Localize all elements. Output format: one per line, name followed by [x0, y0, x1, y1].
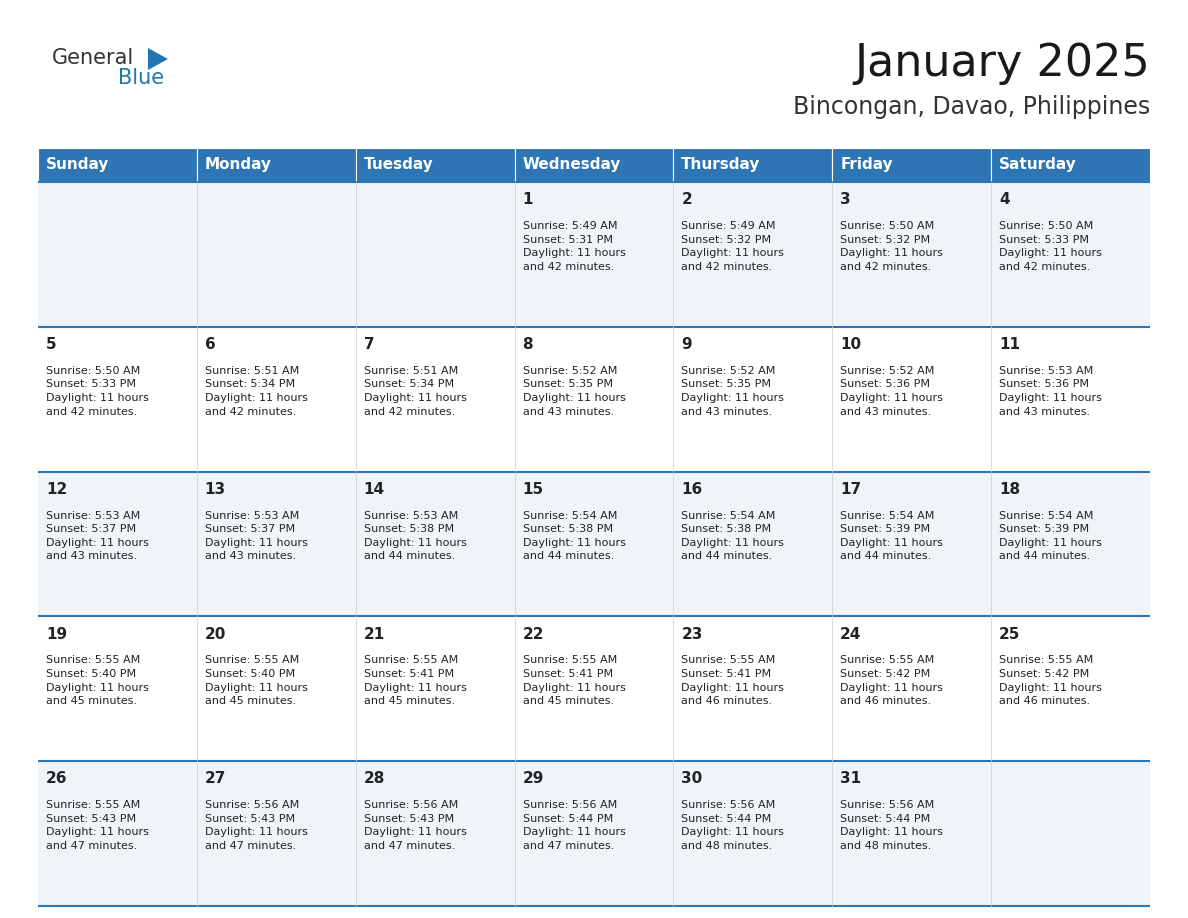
Text: Sunrise: 5:55 AM
Sunset: 5:41 PM
Daylight: 11 hours
and 45 minutes.: Sunrise: 5:55 AM Sunset: 5:41 PM Dayligh… — [364, 655, 467, 706]
Text: 3: 3 — [840, 192, 851, 207]
Text: Sunrise: 5:50 AM
Sunset: 5:33 PM
Daylight: 11 hours
and 42 minutes.: Sunrise: 5:50 AM Sunset: 5:33 PM Dayligh… — [46, 366, 148, 417]
Text: Sunrise: 5:53 AM
Sunset: 5:36 PM
Daylight: 11 hours
and 43 minutes.: Sunrise: 5:53 AM Sunset: 5:36 PM Dayligh… — [999, 366, 1102, 417]
Text: Sunrise: 5:52 AM
Sunset: 5:35 PM
Daylight: 11 hours
and 43 minutes.: Sunrise: 5:52 AM Sunset: 5:35 PM Dayligh… — [682, 366, 784, 417]
Text: 29: 29 — [523, 771, 544, 787]
Text: Sunrise: 5:52 AM
Sunset: 5:35 PM
Daylight: 11 hours
and 43 minutes.: Sunrise: 5:52 AM Sunset: 5:35 PM Dayligh… — [523, 366, 625, 417]
Bar — [674, 148, 833, 182]
Text: 21: 21 — [364, 627, 385, 642]
Text: 12: 12 — [46, 482, 68, 497]
Text: Sunrise: 5:50 AM
Sunset: 5:32 PM
Daylight: 11 hours
and 42 minutes.: Sunrise: 5:50 AM Sunset: 5:32 PM Dayligh… — [840, 221, 943, 272]
Text: Sunrise: 5:49 AM
Sunset: 5:32 PM
Daylight: 11 hours
and 42 minutes.: Sunrise: 5:49 AM Sunset: 5:32 PM Dayligh… — [682, 221, 784, 272]
Text: 6: 6 — [204, 337, 215, 352]
Bar — [197, 148, 355, 182]
Text: Sunrise: 5:55 AM
Sunset: 5:42 PM
Daylight: 11 hours
and 46 minutes.: Sunrise: 5:55 AM Sunset: 5:42 PM Dayligh… — [840, 655, 943, 706]
Text: Sunrise: 5:50 AM
Sunset: 5:33 PM
Daylight: 11 hours
and 42 minutes.: Sunrise: 5:50 AM Sunset: 5:33 PM Dayligh… — [999, 221, 1102, 272]
Text: Sunrise: 5:55 AM
Sunset: 5:40 PM
Daylight: 11 hours
and 45 minutes.: Sunrise: 5:55 AM Sunset: 5:40 PM Dayligh… — [46, 655, 148, 706]
Text: Friday: Friday — [840, 158, 893, 173]
Text: 16: 16 — [682, 482, 702, 497]
Bar — [38, 616, 1150, 761]
Text: Wednesday: Wednesday — [523, 158, 621, 173]
Text: 24: 24 — [840, 627, 861, 642]
Text: Sunrise: 5:55 AM
Sunset: 5:41 PM
Daylight: 11 hours
and 46 minutes.: Sunrise: 5:55 AM Sunset: 5:41 PM Dayligh… — [682, 655, 784, 706]
Text: 27: 27 — [204, 771, 226, 787]
Text: Sunrise: 5:49 AM
Sunset: 5:31 PM
Daylight: 11 hours
and 42 minutes.: Sunrise: 5:49 AM Sunset: 5:31 PM Dayligh… — [523, 221, 625, 272]
Text: 4: 4 — [999, 192, 1010, 207]
Text: 25: 25 — [999, 627, 1020, 642]
Text: 2: 2 — [682, 192, 693, 207]
Bar — [38, 182, 1150, 327]
Bar — [38, 472, 1150, 616]
Text: Blue: Blue — [118, 68, 164, 88]
Text: 22: 22 — [523, 627, 544, 642]
Text: 30: 30 — [682, 771, 702, 787]
Text: 15: 15 — [523, 482, 544, 497]
Text: January 2025: January 2025 — [854, 42, 1150, 85]
Text: Sunrise: 5:53 AM
Sunset: 5:38 PM
Daylight: 11 hours
and 44 minutes.: Sunrise: 5:53 AM Sunset: 5:38 PM Dayligh… — [364, 510, 467, 562]
Text: 14: 14 — [364, 482, 385, 497]
Text: Sunrise: 5:54 AM
Sunset: 5:38 PM
Daylight: 11 hours
and 44 minutes.: Sunrise: 5:54 AM Sunset: 5:38 PM Dayligh… — [682, 510, 784, 562]
Text: Sunrise: 5:51 AM
Sunset: 5:34 PM
Daylight: 11 hours
and 42 minutes.: Sunrise: 5:51 AM Sunset: 5:34 PM Dayligh… — [204, 366, 308, 417]
Bar — [833, 148, 991, 182]
Bar — [355, 148, 514, 182]
Text: 28: 28 — [364, 771, 385, 787]
Bar — [38, 148, 197, 182]
Text: 18: 18 — [999, 482, 1020, 497]
Text: 20: 20 — [204, 627, 226, 642]
Text: Tuesday: Tuesday — [364, 158, 434, 173]
Text: Sunrise: 5:56 AM
Sunset: 5:44 PM
Daylight: 11 hours
and 48 minutes.: Sunrise: 5:56 AM Sunset: 5:44 PM Dayligh… — [682, 800, 784, 851]
Bar — [991, 148, 1150, 182]
Text: Sunrise: 5:53 AM
Sunset: 5:37 PM
Daylight: 11 hours
and 43 minutes.: Sunrise: 5:53 AM Sunset: 5:37 PM Dayligh… — [46, 510, 148, 562]
Text: Saturday: Saturday — [999, 158, 1076, 173]
Text: Bincongan, Davao, Philippines: Bincongan, Davao, Philippines — [792, 95, 1150, 119]
Text: 17: 17 — [840, 482, 861, 497]
Text: 7: 7 — [364, 337, 374, 352]
Text: Thursday: Thursday — [682, 158, 760, 173]
Bar — [38, 761, 1150, 906]
Text: 26: 26 — [46, 771, 68, 787]
Text: Sunrise: 5:56 AM
Sunset: 5:44 PM
Daylight: 11 hours
and 47 minutes.: Sunrise: 5:56 AM Sunset: 5:44 PM Dayligh… — [523, 800, 625, 851]
Text: 11: 11 — [999, 337, 1020, 352]
Text: 1: 1 — [523, 192, 533, 207]
Text: General: General — [52, 48, 134, 68]
Text: Sunrise: 5:55 AM
Sunset: 5:41 PM
Daylight: 11 hours
and 45 minutes.: Sunrise: 5:55 AM Sunset: 5:41 PM Dayligh… — [523, 655, 625, 706]
Text: Sunday: Sunday — [46, 158, 109, 173]
Text: 19: 19 — [46, 627, 67, 642]
Text: Sunrise: 5:55 AM
Sunset: 5:40 PM
Daylight: 11 hours
and 45 minutes.: Sunrise: 5:55 AM Sunset: 5:40 PM Dayligh… — [204, 655, 308, 706]
Text: Monday: Monday — [204, 158, 272, 173]
Bar — [38, 327, 1150, 472]
Text: Sunrise: 5:54 AM
Sunset: 5:38 PM
Daylight: 11 hours
and 44 minutes.: Sunrise: 5:54 AM Sunset: 5:38 PM Dayligh… — [523, 510, 625, 562]
Text: 8: 8 — [523, 337, 533, 352]
Text: Sunrise: 5:52 AM
Sunset: 5:36 PM
Daylight: 11 hours
and 43 minutes.: Sunrise: 5:52 AM Sunset: 5:36 PM Dayligh… — [840, 366, 943, 417]
Text: Sunrise: 5:56 AM
Sunset: 5:44 PM
Daylight: 11 hours
and 48 minutes.: Sunrise: 5:56 AM Sunset: 5:44 PM Dayligh… — [840, 800, 943, 851]
Text: Sunrise: 5:55 AM
Sunset: 5:42 PM
Daylight: 11 hours
and 46 minutes.: Sunrise: 5:55 AM Sunset: 5:42 PM Dayligh… — [999, 655, 1102, 706]
Text: 9: 9 — [682, 337, 691, 352]
Text: Sunrise: 5:55 AM
Sunset: 5:43 PM
Daylight: 11 hours
and 47 minutes.: Sunrise: 5:55 AM Sunset: 5:43 PM Dayligh… — [46, 800, 148, 851]
Text: 10: 10 — [840, 337, 861, 352]
Text: 23: 23 — [682, 627, 703, 642]
Text: Sunrise: 5:54 AM
Sunset: 5:39 PM
Daylight: 11 hours
and 44 minutes.: Sunrise: 5:54 AM Sunset: 5:39 PM Dayligh… — [840, 510, 943, 562]
Text: 5: 5 — [46, 337, 57, 352]
Text: Sunrise: 5:54 AM
Sunset: 5:39 PM
Daylight: 11 hours
and 44 minutes.: Sunrise: 5:54 AM Sunset: 5:39 PM Dayligh… — [999, 510, 1102, 562]
Polygon shape — [148, 48, 168, 70]
Text: Sunrise: 5:56 AM
Sunset: 5:43 PM
Daylight: 11 hours
and 47 minutes.: Sunrise: 5:56 AM Sunset: 5:43 PM Dayligh… — [204, 800, 308, 851]
Text: 13: 13 — [204, 482, 226, 497]
Bar — [514, 148, 674, 182]
Text: 31: 31 — [840, 771, 861, 787]
Text: Sunrise: 5:56 AM
Sunset: 5:43 PM
Daylight: 11 hours
and 47 minutes.: Sunrise: 5:56 AM Sunset: 5:43 PM Dayligh… — [364, 800, 467, 851]
Text: Sunrise: 5:51 AM
Sunset: 5:34 PM
Daylight: 11 hours
and 42 minutes.: Sunrise: 5:51 AM Sunset: 5:34 PM Dayligh… — [364, 366, 467, 417]
Text: Sunrise: 5:53 AM
Sunset: 5:37 PM
Daylight: 11 hours
and 43 minutes.: Sunrise: 5:53 AM Sunset: 5:37 PM Dayligh… — [204, 510, 308, 562]
